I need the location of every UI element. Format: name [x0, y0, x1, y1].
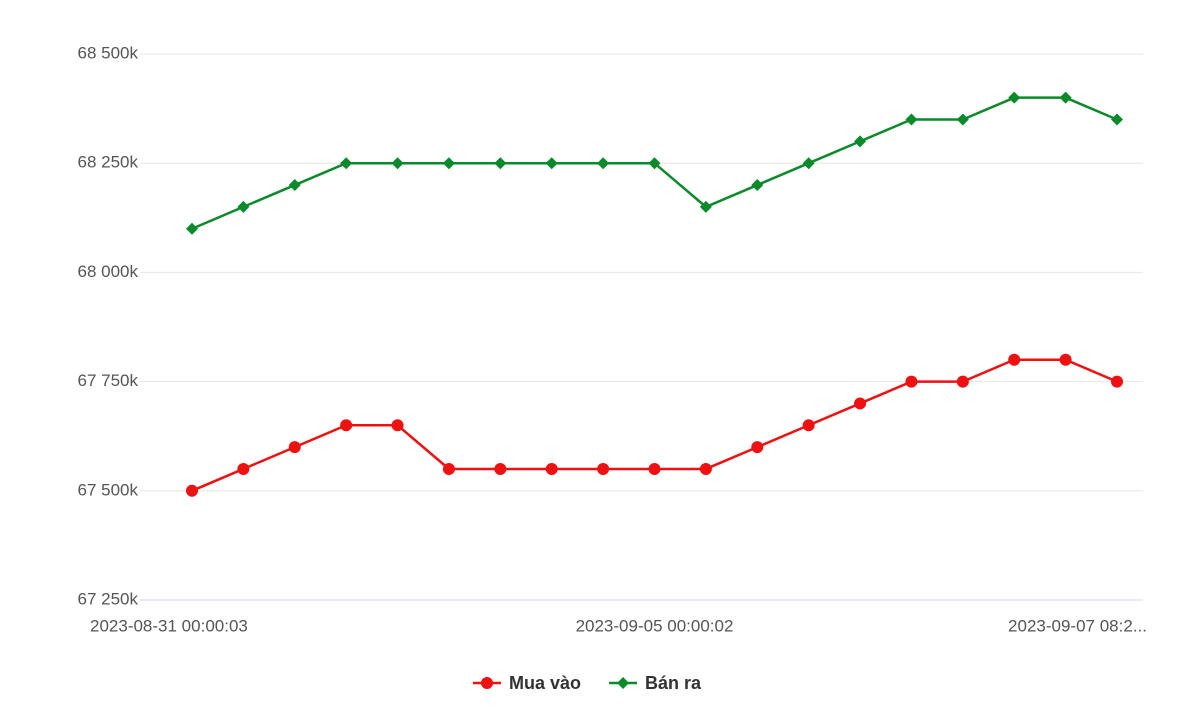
- point: [545, 157, 558, 170]
- point: [956, 113, 969, 126]
- point: [340, 157, 353, 170]
- y-tick-label: 68 000k: [78, 262, 139, 281]
- point: [751, 441, 764, 454]
- point: [1008, 353, 1021, 366]
- point: [956, 375, 969, 388]
- point: [186, 484, 198, 497]
- x-tick-label: 2023-08-31 00:00:03: [90, 616, 248, 635]
- point: [648, 157, 661, 170]
- point: [854, 135, 867, 148]
- legend-label: Mua vào: [509, 673, 581, 693]
- point: [288, 179, 301, 192]
- point: [854, 397, 867, 410]
- point: [545, 462, 558, 475]
- point: [905, 375, 918, 388]
- point: [699, 200, 712, 213]
- legend-marker: [617, 677, 630, 689]
- point: [494, 157, 507, 170]
- point: [391, 157, 404, 170]
- legend-label: Bán ra: [645, 673, 702, 693]
- point: [597, 157, 610, 170]
- point: [1111, 375, 1123, 388]
- point: [391, 419, 404, 432]
- point: [442, 462, 455, 475]
- point: [802, 419, 815, 432]
- point: [1059, 91, 1072, 104]
- legend-marker: [481, 677, 493, 689]
- y-tick-label: 67 750k: [78, 371, 139, 390]
- point: [237, 462, 250, 475]
- y-tick-label: 67 500k: [78, 480, 139, 499]
- point: [597, 462, 610, 475]
- point: [1059, 353, 1072, 366]
- point: [340, 419, 353, 432]
- point: [237, 200, 250, 213]
- point: [802, 157, 815, 170]
- point: [648, 462, 661, 475]
- x-tick-label: 2023-09-05 00:00:02: [576, 616, 734, 635]
- x-tick-label: 2023-09-07 08:2...: [1008, 616, 1147, 635]
- point: [288, 441, 301, 454]
- point: [442, 157, 455, 170]
- point: [186, 222, 198, 235]
- y-tick-label: 68 250k: [78, 153, 139, 172]
- point: [1111, 113, 1123, 126]
- legend: Mua vào Bán ra: [473, 673, 702, 693]
- point: [699, 462, 712, 475]
- y-tick-label: 68 500k: [78, 43, 139, 62]
- point: [751, 179, 764, 192]
- y-tick-label: 67 250k: [78, 589, 139, 608]
- point: [905, 113, 918, 126]
- point: [494, 462, 507, 475]
- point: [1008, 91, 1021, 104]
